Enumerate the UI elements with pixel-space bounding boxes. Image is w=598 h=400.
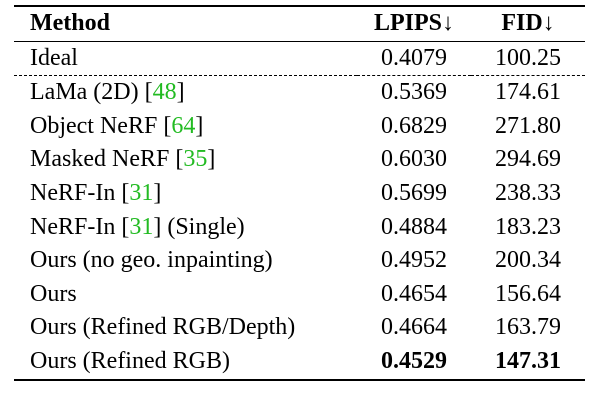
citation-link[interactable]: 31: [129, 179, 154, 206]
lpips-cell-best: 0.4529: [381, 347, 447, 374]
method-cell: Object NeRF [64]: [14, 110, 357, 144]
method-name: NeRF-In [: [30, 179, 130, 206]
lpips-cell: 0.6030: [381, 146, 447, 173]
citation-link[interactable]: 48: [152, 79, 177, 106]
citation-link[interactable]: 31: [129, 213, 154, 240]
table-row: NeRF-In [31] 0.5699 238.33: [14, 177, 585, 211]
fid-cell: 238.33: [495, 179, 561, 206]
method-suffix: ]: [153, 179, 162, 206]
method-suffix: ] (Single): [153, 213, 245, 240]
method-cell: Ours (Refined RGB/Depth): [14, 311, 357, 345]
method-cell: Ours (no geo. inpainting): [14, 244, 357, 278]
table-row: Ours (no geo. inpainting) 0.4952 200.34: [14, 244, 585, 278]
method-cell: NeRF-In [31] (Single): [14, 211, 357, 245]
table-row: Ideal 0.4079 100.25: [14, 41, 585, 76]
method-cell: LaMa (2D) [48]: [14, 76, 357, 110]
lpips-cell: 0.4079: [381, 44, 447, 71]
method-cell: NeRF-In [31]: [14, 177, 357, 211]
table-row: Ours 0.4654 156.64: [14, 278, 585, 312]
table-row: Object NeRF [64] 0.6829 271.80: [14, 110, 585, 144]
lpips-cell: 0.5699: [381, 179, 447, 206]
fid-cell: 100.25: [495, 44, 561, 71]
method-cell: Masked NeRF [35]: [14, 143, 357, 177]
method-suffix: ]: [207, 146, 216, 173]
fid-cell: 271.80: [495, 112, 561, 139]
header-row: Method LPIPS↓ FID↓: [14, 6, 585, 42]
header-lpips: LPIPS↓: [373, 10, 454, 36]
header-fid: FID↓: [501, 10, 555, 36]
fid-cell: 174.61: [495, 79, 561, 106]
method-name: Ideal: [30, 44, 78, 71]
method-name: LaMa (2D) [: [30, 79, 153, 106]
method-name: Ours (no geo. inpainting): [30, 247, 273, 274]
fid-cell: 200.34: [495, 247, 561, 274]
table-row: LaMa (2D) [48] 0.5369 174.61: [14, 76, 585, 110]
citation-link[interactable]: 35: [183, 146, 208, 173]
method-name: Masked NeRF [: [30, 146, 184, 173]
method-name: NeRF-In [: [30, 213, 130, 240]
lpips-cell: 0.4664: [381, 314, 447, 341]
method-name: Object NeRF [: [30, 112, 172, 139]
method-name: Ours (Refined RGB): [30, 347, 230, 374]
table-row: Ours (Refined RGB/Depth) 0.4664 163.79: [14, 311, 585, 345]
table-row: Masked NeRF [35] 0.6030 294.69: [14, 143, 585, 177]
method-cell: Ours: [14, 278, 357, 312]
method-cell: Ours (Refined RGB): [14, 345, 357, 380]
lpips-cell: 0.5369: [381, 79, 447, 106]
fid-cell: 156.64: [495, 280, 561, 307]
lpips-cell: 0.4884: [381, 213, 447, 240]
fid-cell-best: 147.31: [495, 347, 561, 374]
fid-cell: 294.69: [495, 146, 561, 173]
fid-cell: 163.79: [495, 314, 561, 341]
table-row: NeRF-In [31] (Single) 0.4884 183.23: [14, 211, 585, 245]
citation-link[interactable]: 64: [171, 112, 196, 139]
header-method: Method: [30, 10, 110, 36]
fid-cell: 183.23: [495, 213, 561, 240]
method-cell: Ideal: [14, 41, 357, 76]
method-suffix: ]: [176, 79, 185, 106]
method-name: Ours: [30, 280, 77, 307]
lpips-cell: 0.4654: [381, 280, 447, 307]
lpips-cell: 0.4952: [381, 247, 447, 274]
table-row: Ours (Refined RGB) 0.4529 147.31: [14, 345, 585, 380]
method-suffix: ]: [195, 112, 204, 139]
results-table: Method LPIPS↓ FID↓ Ideal 0.4079 100.25 L…: [14, 5, 585, 381]
lpips-cell: 0.6829: [381, 112, 447, 139]
method-name: Ours (Refined RGB/Depth): [30, 314, 296, 341]
